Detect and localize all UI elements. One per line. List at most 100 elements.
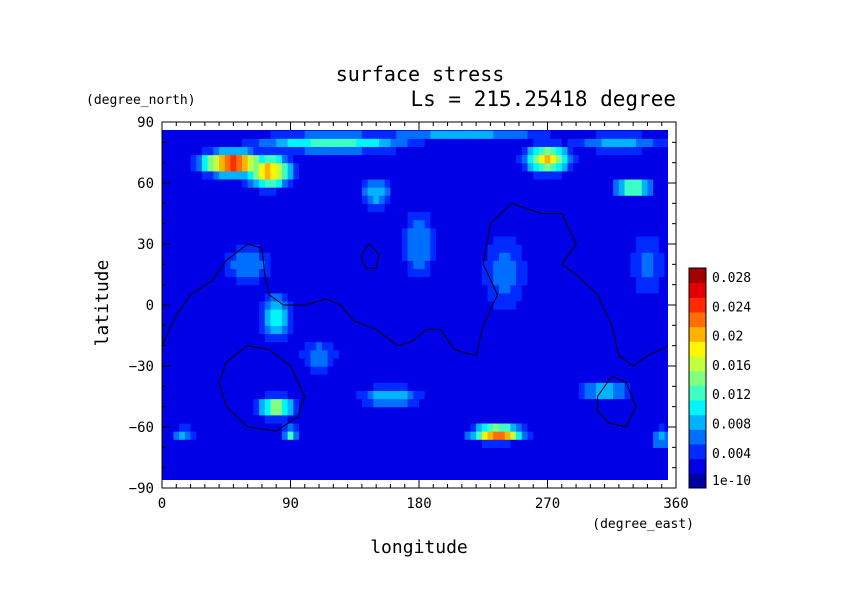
- heatmap-cell: [510, 211, 517, 221]
- heatmap-cell: [527, 309, 534, 318]
- heatmap-cell: [436, 170, 443, 180]
- heatmap-cell: [618, 374, 626, 383]
- heatmap-cell: [527, 162, 534, 172]
- heatmap-cell: [373, 130, 380, 139]
- heatmap-cell: [219, 252, 226, 261]
- heatmap-cell: [344, 422, 352, 432]
- heatmap-cell: [367, 203, 374, 213]
- heatmap-cell: [578, 235, 586, 245]
- heatmap-cell: [419, 219, 426, 229]
- heatmap-cell: [607, 366, 614, 375]
- heatmap-cell: [470, 268, 477, 278]
- heatmap-cell: [590, 227, 597, 237]
- heatmap-cell: [464, 471, 471, 480]
- heatmap-cell: [316, 357, 323, 367]
- heatmap-cell: [361, 309, 369, 318]
- heatmap-cell: [361, 333, 369, 343]
- heatmap-cell: [510, 414, 517, 424]
- heatmap-cell: [504, 146, 511, 156]
- heatmap-cell: [476, 463, 483, 473]
- heatmap-cell: [419, 382, 426, 391]
- heatmap-cell: [270, 398, 277, 408]
- heatmap-cell: [327, 341, 334, 351]
- heatmap-cell: [447, 146, 454, 156]
- heatmap-cell: [584, 300, 591, 310]
- heatmap-cell: [179, 284, 186, 294]
- heatmap-cell: [561, 447, 569, 457]
- heatmap-cell: [578, 187, 586, 196]
- heatmap-cell: [264, 235, 272, 245]
- heatmap-cell: [264, 422, 272, 432]
- heatmap-cell: [264, 390, 272, 400]
- heatmap-cell: [321, 219, 329, 229]
- heatmap-cell: [299, 170, 306, 180]
- heatmap-cell: [516, 455, 523, 465]
- heatmap-cell: [476, 154, 483, 164]
- heatmap-cell: [321, 154, 329, 164]
- heatmap-cell: [333, 414, 340, 424]
- heatmap-cell: [253, 227, 260, 237]
- heatmap-cell: [310, 447, 317, 457]
- heatmap-cell: [270, 317, 277, 326]
- heatmap-cell: [533, 268, 540, 278]
- heatmap-cell: [658, 398, 666, 408]
- heatmap-cell: [390, 471, 397, 480]
- heatmap-cell: [424, 195, 432, 204]
- heatmap-cell: [498, 463, 506, 473]
- heatmap-cell: [584, 463, 591, 473]
- heatmap-cell: [327, 130, 334, 131]
- heatmap-cell: [179, 398, 186, 408]
- heatmap-cell: [590, 154, 597, 164]
- heatmap-cell: [333, 130, 340, 139]
- heatmap-cell: [498, 414, 506, 424]
- heatmap-cell: [162, 276, 169, 286]
- heatmap-cell: [487, 146, 494, 156]
- heatmap-cell: [441, 341, 449, 351]
- heatmap-cell: [641, 203, 649, 213]
- heatmap-cell: [430, 455, 437, 465]
- heatmap-cell: [424, 333, 432, 343]
- heatmap-cell: [196, 398, 203, 408]
- heatmap-cell: [236, 211, 243, 221]
- heatmap-cell: [424, 211, 432, 221]
- heatmap-cell: [567, 187, 574, 196]
- heatmap-cell: [493, 170, 500, 180]
- heatmap-cell: [304, 455, 312, 465]
- heatmap-cell: [270, 268, 277, 278]
- heatmap-cell: [162, 431, 169, 440]
- heatmap-cell: [487, 382, 494, 391]
- heatmap-cell: [504, 382, 511, 391]
- heatmap-cell: [647, 276, 654, 286]
- heatmap-cell: [396, 479, 403, 480]
- heatmap-cell: [419, 357, 426, 367]
- heatmap-cell: [367, 398, 374, 408]
- heatmap-cell: [162, 162, 169, 172]
- heatmap-cell: [458, 406, 466, 416]
- heatmap-cell: [618, 333, 626, 343]
- heatmap-cell: [618, 130, 626, 131]
- heatmap-cell: [498, 455, 506, 465]
- heatmap-cell: [367, 235, 374, 245]
- heatmap-cell: [173, 203, 180, 213]
- heatmap-cell: [573, 374, 580, 383]
- heatmap-cell: [533, 349, 540, 359]
- heatmap-cell: [190, 479, 197, 480]
- heatmap-cell: [213, 309, 220, 318]
- heatmap-cell: [521, 138, 529, 147]
- heatmap-cell: [224, 154, 232, 164]
- heatmap-cell: [190, 309, 197, 318]
- heatmap-cell: [219, 284, 226, 294]
- heatmap-cell: [264, 317, 272, 326]
- heatmap-cell: [424, 268, 432, 278]
- heatmap-cell: [590, 211, 597, 221]
- heatmap-cell: [493, 374, 500, 383]
- heatmap-cell: [538, 431, 546, 440]
- heatmap-cell: [596, 309, 603, 318]
- heatmap-cell: [339, 154, 346, 164]
- heatmap-cell: [436, 349, 443, 359]
- heatmap-cell: [339, 341, 346, 351]
- heatmap-cell: [321, 300, 329, 310]
- heatmap-cell: [327, 227, 334, 237]
- heatmap-cell: [253, 422, 260, 432]
